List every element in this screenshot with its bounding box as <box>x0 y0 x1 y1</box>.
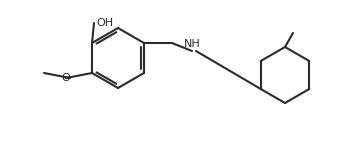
Text: NH: NH <box>184 39 200 49</box>
Text: O: O <box>62 73 70 83</box>
Text: OH: OH <box>96 18 113 28</box>
